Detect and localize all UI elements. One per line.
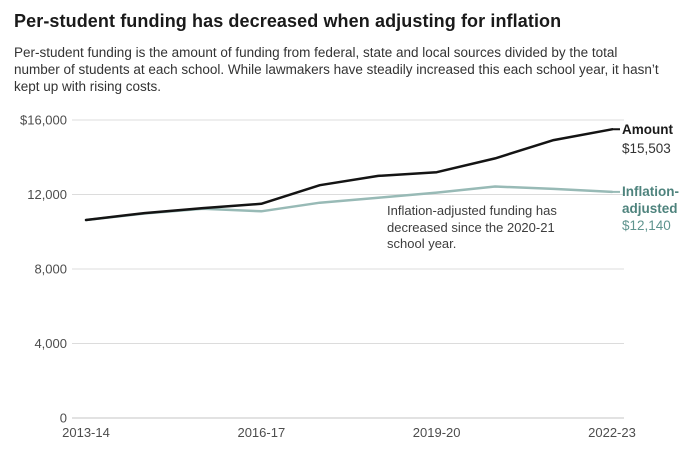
series-value-amount: $15,503 [622, 141, 671, 156]
series-label-inflation-adjusted: Inflation-adjusted [622, 184, 679, 216]
series-label-amount: Amount [622, 122, 673, 137]
x-tick-label: 2016-17 [237, 425, 285, 440]
x-tick-label: 2013-14 [62, 425, 110, 440]
page-title: Per-student funding has decreased when a… [14, 11, 562, 31]
chart-description: Per-student funding is the amount of fun… [14, 45, 659, 94]
y-tick-label: 0 [60, 411, 67, 426]
x-tick-label: 2022-23 [588, 425, 636, 440]
y-tick-label: 4,000 [34, 336, 67, 351]
y-tick-label: 12,000 [27, 187, 67, 202]
y-tick-label: $16,000 [20, 113, 67, 128]
x-tick-label: 2019-20 [413, 425, 461, 440]
chart-annotation: Inflation-adjusted funding has decreased… [387, 203, 557, 251]
series-value-inflation-adjusted: $12,140 [622, 218, 671, 233]
series-line-amount [84, 128, 614, 222]
y-tick-label: 8,000 [34, 262, 67, 277]
